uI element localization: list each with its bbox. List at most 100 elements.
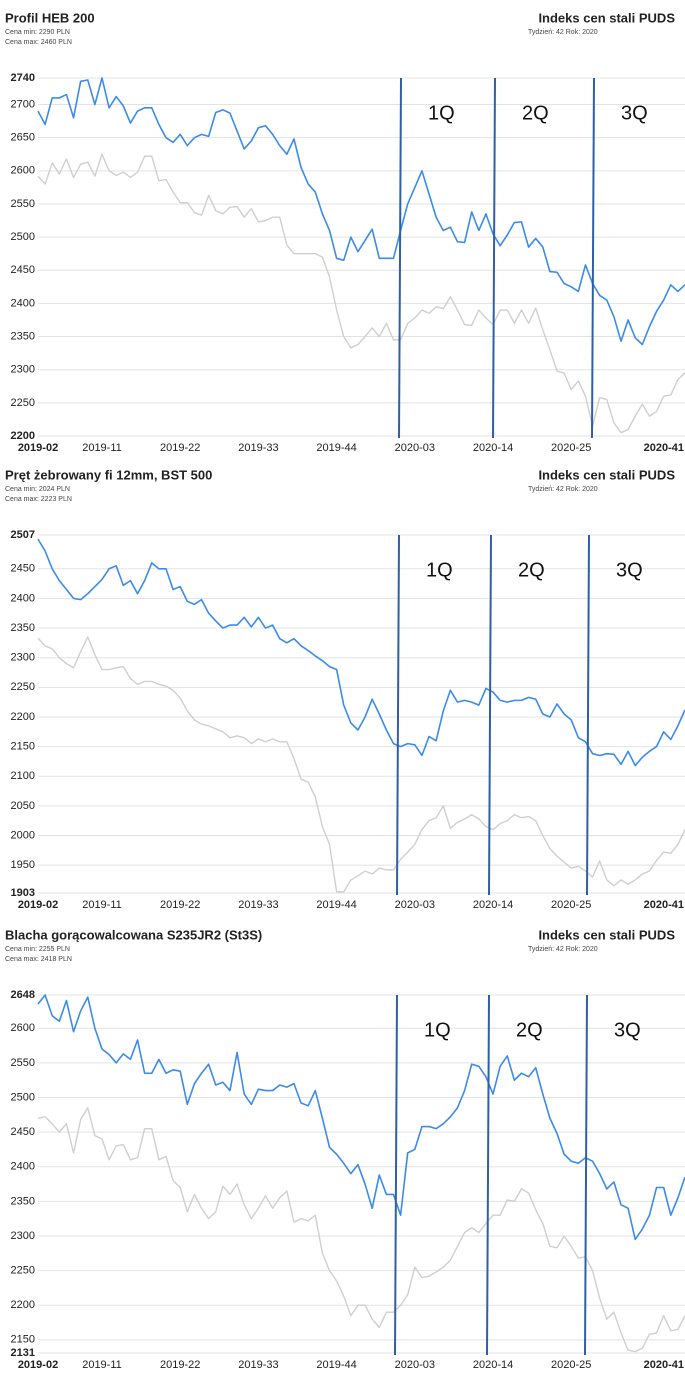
quarter-line [396,534,400,896]
x-tick-label: 2019-11 [82,442,122,454]
x-tick-label: 2019-11 [82,1359,122,1371]
y-tick-label: 2400 [11,297,35,309]
y-tick-label: 2350 [11,622,35,634]
quarter-line [486,994,490,1356]
x-tick-label: 2019-33 [238,442,278,454]
y-tick-label: 2700 [11,98,35,110]
price-info: Cena max: 2223 PLN [5,496,72,503]
price-info: Cena max: 2460 PLN [5,39,72,46]
y-tick-label: 2550 [11,1057,35,1069]
x-tick-label: 2019-02 [18,442,58,454]
y-tick-label: 2300 [11,652,35,664]
y-tick-label: 1903 [11,887,35,899]
price-info: Cena min: 2024 PLN [5,486,70,493]
x-tick-label: 2020-03 [395,1359,435,1371]
x-tick-label: 2020-25 [551,442,591,454]
y-tick-label: 2650 [11,132,35,144]
y-tick-label: 2250 [11,681,35,693]
source-title: Indeks cen stali PUDS [538,467,675,482]
quarter-label: 3Q [616,559,643,581]
price-line [37,1107,685,1353]
price-info: Cena max: 2418 PLN [5,956,72,963]
x-tick-label: 2019-44 [316,899,356,911]
price-line [37,636,685,893]
x-tick-label: 2019-22 [160,899,200,911]
y-tick-label: 2200 [11,430,35,442]
x-tick-label: 2019-11 [82,899,122,911]
y-tick-label: 2450 [11,264,35,276]
quarter-line [488,534,492,896]
x-tick-label: 2020-41 [644,1359,684,1371]
y-tick-label: 2200 [11,711,35,723]
y-tick-label: 2300 [11,364,35,376]
y-tick-label: 2150 [11,741,35,753]
y-tick-label: 2100 [11,770,35,782]
x-tick-label: 2019-33 [238,899,278,911]
quarter-line [591,77,595,439]
x-tick-label: 2020-41 [644,899,684,911]
price-line [37,153,685,434]
source-subtitle: Tydzień: 42 Rok: 2020 [528,946,598,953]
y-tick-label: 2550 [11,198,35,210]
y-tick-label: 2507 [11,529,35,541]
x-tick-label: 2019-44 [316,442,356,454]
quarter-line [584,994,588,1356]
quarter-label: 1Q [428,102,455,124]
x-tick-label: 2020-03 [395,899,435,911]
price-info: Cena min: 2255 PLN [5,946,70,953]
y-tick-label: 2050 [11,800,35,812]
y-tick-label: 2450 [11,563,35,575]
x-tick-label: 2019-22 [160,442,200,454]
quarter-line [586,534,590,896]
y-tick-label: 2600 [11,165,35,177]
source-title: Indeks cen stali PUDS [538,10,675,25]
quarter-line [394,994,398,1356]
quarter-label: 2Q [516,1019,543,1041]
quarter-label: 1Q [426,559,453,581]
y-tick-label: 2400 [11,592,35,604]
y-tick-label: 2200 [11,1299,35,1311]
y-tick-label: 2648 [11,989,35,1001]
x-tick-label: 2019-22 [160,1359,200,1371]
source-title: Indeks cen stali PUDS [538,927,675,942]
x-tick-label: 2020-41 [644,442,684,454]
y-tick-label: 2500 [11,231,35,243]
y-tick-label: 2250 [11,397,35,409]
price-line [37,77,685,346]
y-tick-label: 2300 [11,1230,35,1242]
y-tick-label: 2600 [11,1022,35,1034]
x-tick-label: 2020-14 [473,899,513,911]
x-tick-label: 2020-14 [473,1359,513,1371]
quarter-label: 2Q [522,102,549,124]
y-tick-label: 2350 [11,1195,35,1207]
price-line [37,538,685,767]
price-info: Cena min: 2290 PLN [5,29,70,36]
y-tick-label: 2400 [11,1161,35,1173]
y-tick-label: 2500 [11,1091,35,1103]
chart-title: Profil HEB 200 [5,10,95,25]
source-subtitle: Tydzień: 42 Rok: 2020 [528,486,598,493]
price-line [37,994,685,1241]
x-tick-label: 2019-44 [316,1359,356,1371]
x-tick-label: 2020-14 [473,442,513,454]
quarter-label: 3Q [614,1019,641,1041]
quarter-line [492,77,496,439]
y-tick-label: 2450 [11,1126,35,1138]
quarter-label: 3Q [621,102,648,124]
x-tick-label: 2020-25 [551,899,591,911]
y-tick-label: 1950 [11,859,35,871]
x-tick-label: 2020-25 [551,1359,591,1371]
source-subtitle: Tydzień: 42 Rok: 2020 [528,29,598,36]
quarter-label: 2Q [518,559,545,581]
y-tick-label: 2740 [11,72,35,84]
chart-title: Pręt żebrowany fi 12mm, BST 500 [5,467,212,482]
y-tick-label: 2150 [11,1334,35,1346]
quarter-line [398,77,402,439]
x-tick-label: 2019-02 [18,899,58,911]
chart-title: Blacha gorącowalcowana S235JR2 (St3S) [5,927,262,942]
y-tick-label: 2131 [11,1347,35,1359]
x-tick-label: 2020-03 [395,442,435,454]
quarter-label: 1Q [424,1019,451,1041]
x-tick-label: 2019-02 [18,1359,58,1371]
